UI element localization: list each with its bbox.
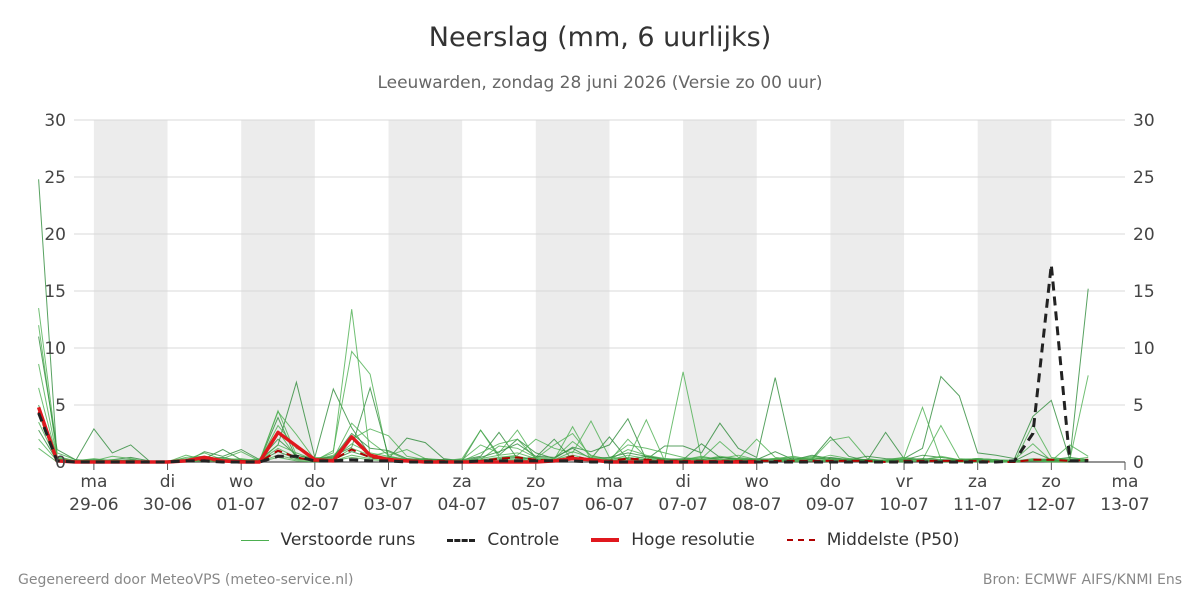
y-tick-label-left: 5	[55, 396, 66, 416]
x-tick-date: 04-07	[437, 495, 486, 515]
x-tick-date: 05-07	[511, 495, 560, 515]
x-tick-day: wo	[229, 472, 253, 492]
x-tick-day: ma	[596, 472, 623, 492]
legend-swatch-hires	[591, 538, 620, 542]
chart-title: Neerslag (mm, 6 uurlijks)	[428, 22, 772, 53]
x-tick-day: za	[452, 472, 471, 492]
x-tick-date: 29-06	[69, 495, 118, 515]
legend-label-median: Middelste (P50)	[826, 530, 960, 550]
x-tick-date: 09-07	[806, 495, 855, 515]
x-tick-day: zo	[526, 472, 545, 492]
y-tick-label-left: 30	[44, 111, 66, 131]
x-tick-date: 11-07	[953, 495, 1002, 515]
y-tick-label-right: 5	[1133, 396, 1144, 416]
y-tick-label-right: 25	[1133, 168, 1155, 188]
legend-item-control[interactable]: Controle	[447, 530, 559, 550]
x-tick-day: za	[968, 472, 987, 492]
x-tick-day: vr	[896, 472, 913, 492]
y-tick-label-left: 20	[44, 225, 66, 245]
legend-item-hires[interactable]: Hoge resolutie	[591, 530, 755, 550]
x-tick-day: vr	[380, 472, 397, 492]
x-tick-date: 03-07	[364, 495, 413, 515]
x-tick-day: zo	[1042, 472, 1061, 492]
x-tick-day: do	[304, 472, 325, 492]
y-tick-label-left: 25	[44, 168, 66, 188]
footer-source: Bron: ECMWF AIFS/KNMI Ens	[982, 572, 1182, 588]
legend-item-median[interactable]: Middelste (P50)	[786, 530, 960, 550]
x-tick-date: 12-07	[1027, 495, 1076, 515]
x-tick-day: wo	[745, 472, 769, 492]
x-tick-date: 10-07	[879, 495, 928, 515]
y-tick-label-right: 30	[1133, 111, 1155, 131]
x-tick-date: 06-07	[585, 495, 634, 515]
main-lines	[36, 264, 1089, 464]
legend-swatch-median	[786, 539, 815, 541]
legend-label-control: Controle	[487, 530, 560, 550]
chart-subtitle: Leeuwarden, zondag 28 juni 2026 (Versie …	[377, 73, 823, 93]
x-tick-day: do	[820, 472, 841, 492]
tick-labels: 0 0 5 5 10 10 15 15 20 20 25 25 30 30 ma 29-06 di 30-06 wo…	[44, 111, 1154, 515]
x-tick-day: di	[160, 472, 176, 492]
y-tick-label-left: 0	[55, 453, 66, 473]
x-tick-date: 08-07	[732, 495, 781, 515]
x-tick-day: ma	[1112, 472, 1139, 492]
legend-swatch-control	[447, 538, 476, 542]
x-tick-date: 02-07	[290, 495, 339, 515]
y-tick-label-left: 10	[44, 339, 66, 359]
legend-swatch-ensemble	[240, 539, 269, 541]
x-tick-day: ma	[80, 472, 107, 492]
legend-item-ensemble[interactable]: Verstoorde runs	[240, 530, 416, 550]
x-tick-date: 30-06	[143, 495, 192, 515]
x-tick-day: di	[675, 472, 691, 492]
y-tick-label-left: 15	[44, 282, 66, 302]
y-tick-label-right: 10	[1133, 339, 1155, 359]
footer-credit: Gegenereerd door MeteoVPS (meteo-service…	[18, 572, 354, 588]
control-line	[37, 264, 1089, 464]
y-tick-label-right: 0	[1133, 453, 1144, 473]
x-tick-date: 07-07	[658, 495, 707, 515]
legend-label-ensemble: Verstoorde runs	[280, 530, 416, 550]
y-tick-label-right: 20	[1133, 225, 1155, 245]
legend-label-hires: Hoge resolutie	[631, 530, 755, 550]
legend: Verstoorde runs Controle Hoge resolutie …	[0, 530, 1200, 550]
y-tick-label-right: 15	[1133, 282, 1155, 302]
x-tick-date: 01-07	[216, 495, 265, 515]
x-tick-date: 13-07	[1100, 495, 1149, 515]
